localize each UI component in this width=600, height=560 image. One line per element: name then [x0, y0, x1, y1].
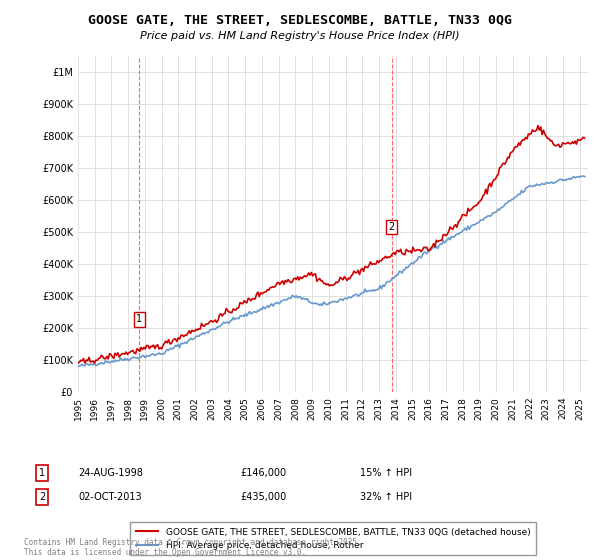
Text: £435,000: £435,000	[240, 492, 286, 502]
Text: Price paid vs. HM Land Registry's House Price Index (HPI): Price paid vs. HM Land Registry's House …	[140, 31, 460, 41]
Legend: GOOSE GATE, THE STREET, SEDLESCOMBE, BATTLE, TN33 0QG (detached house), HPI: Ave: GOOSE GATE, THE STREET, SEDLESCOMBE, BAT…	[130, 522, 536, 556]
Text: 15% ↑ HPI: 15% ↑ HPI	[360, 468, 412, 478]
Text: Contains HM Land Registry data © Crown copyright and database right 2025.
This d: Contains HM Land Registry data © Crown c…	[24, 538, 362, 557]
Text: GOOSE GATE, THE STREET, SEDLESCOMBE, BATTLE, TN33 0QG: GOOSE GATE, THE STREET, SEDLESCOMBE, BAT…	[88, 14, 512, 27]
Text: £146,000: £146,000	[240, 468, 286, 478]
Text: 02-OCT-2013: 02-OCT-2013	[78, 492, 142, 502]
Text: 1: 1	[136, 315, 142, 324]
Text: 1: 1	[39, 468, 45, 478]
Text: 2: 2	[388, 222, 395, 232]
Text: 24-AUG-1998: 24-AUG-1998	[78, 468, 143, 478]
Text: 32% ↑ HPI: 32% ↑ HPI	[360, 492, 412, 502]
Text: 2: 2	[39, 492, 45, 502]
